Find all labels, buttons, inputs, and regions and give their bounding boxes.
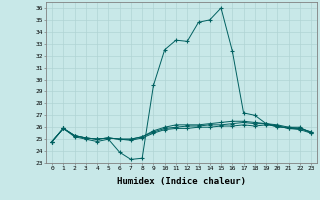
X-axis label: Humidex (Indice chaleur): Humidex (Indice chaleur) [117, 177, 246, 186]
